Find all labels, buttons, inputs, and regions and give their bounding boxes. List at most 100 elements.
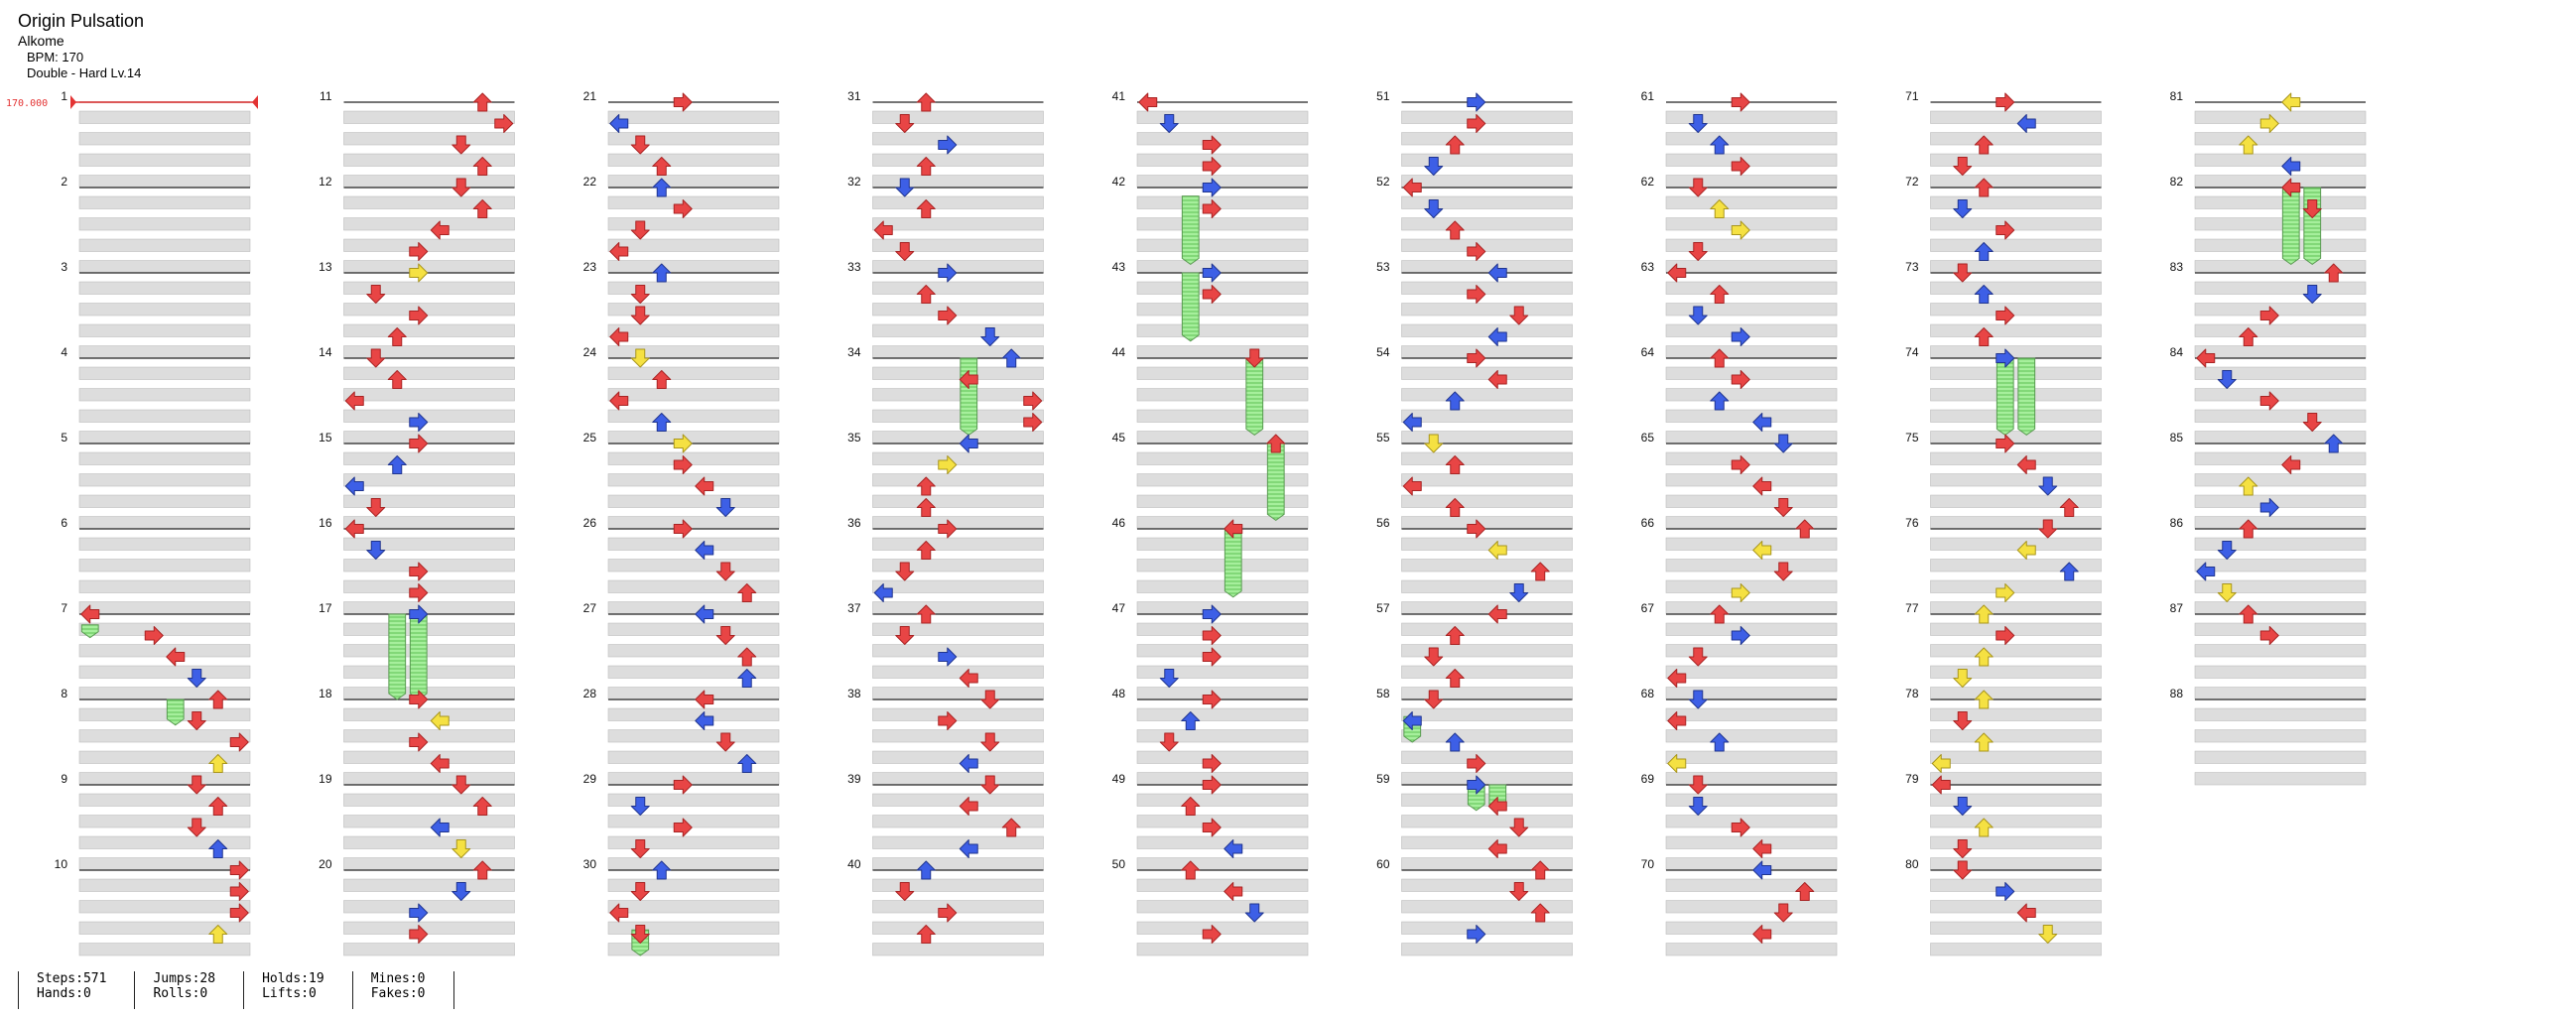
arrow-shape (1467, 242, 1486, 261)
arrow-down-icon (1424, 690, 1444, 709)
beat-shade (1401, 195, 1573, 209)
measure-number: 61 (1641, 89, 1655, 103)
arrow-right-icon (2259, 391, 2279, 411)
arrow-shape (959, 434, 978, 453)
measure-number: 83 (2170, 260, 2184, 274)
arrow-right-icon (1996, 434, 2015, 453)
beat-shade (1136, 281, 1309, 295)
arrow-shape (695, 541, 714, 560)
beat-shade (1665, 793, 1838, 807)
arrow-shape (1931, 754, 1951, 773)
measure-block (1136, 272, 1309, 359)
hold-note-icon (388, 613, 407, 700)
beat-shade (1665, 835, 1838, 849)
beat-shade (2194, 516, 2367, 530)
beat-shade (343, 687, 515, 700)
measure-labels: 1234567891011121314151617181920212223242… (55, 89, 2184, 871)
beat-shade (1930, 559, 2102, 572)
arrow-shape (2217, 541, 2237, 560)
arrow-right-icon (144, 626, 164, 645)
beat-shade (607, 772, 780, 786)
measure-number: 33 (847, 260, 861, 274)
beat-shade (343, 579, 515, 593)
measure-number: 68 (1641, 687, 1655, 700)
arrow-shape (1688, 306, 1708, 325)
measure-number: 56 (1376, 516, 1390, 530)
beat-shade (1930, 451, 2102, 465)
arrow-right-icon (673, 434, 693, 453)
beat-shade (1665, 579, 1838, 593)
arrow-shape (2281, 178, 2301, 197)
beat-shade (343, 835, 515, 849)
beat-shade (78, 260, 251, 274)
arrow-shape (1530, 562, 1550, 581)
arrow-left-icon (430, 754, 450, 773)
measure-number: 88 (2170, 687, 2184, 700)
arrow-right-icon (1202, 135, 1222, 155)
arrow-shape (1001, 348, 1021, 368)
arrow-shape (80, 604, 100, 624)
arrow-shape (1023, 413, 1043, 432)
beat-shade (1930, 260, 2102, 274)
beat-shade (607, 665, 780, 679)
arrow-up-icon (1974, 818, 1994, 837)
hold-body (2017, 357, 2036, 437)
measure-block (607, 187, 780, 274)
beat-shade (607, 431, 780, 444)
measure-number: 8 (61, 687, 67, 700)
arrow-shape (2038, 476, 2058, 496)
arrow-right-icon (938, 711, 958, 730)
arrow-up-icon (1974, 285, 1994, 304)
arrow-down-icon (1509, 583, 1529, 602)
hold-body (80, 624, 99, 639)
arrow-shape (1731, 626, 1750, 645)
arrow-right-icon (229, 903, 249, 923)
measure-block (607, 443, 780, 530)
beat-shade (1136, 238, 1309, 252)
arrow-shape (1424, 690, 1444, 709)
beat-shade (2194, 644, 2367, 658)
arrow-shape (1953, 797, 1973, 816)
arrow-left-icon (695, 604, 714, 624)
arrow-shape (2239, 604, 2258, 624)
arrow-shape (451, 882, 471, 901)
arrow-right-icon (1996, 626, 2015, 645)
beat-shade (1136, 857, 1309, 871)
arrow-left-icon (1752, 541, 1772, 560)
arrow-down-icon (1773, 903, 1793, 923)
hold-body (960, 357, 978, 437)
beat-shade (2194, 110, 2367, 124)
arrow-shape (1974, 818, 1994, 837)
arrow-left-icon (959, 797, 978, 816)
arrow-shape (695, 604, 714, 624)
measure-number: 66 (1641, 516, 1655, 530)
arrow-shape (630, 135, 650, 155)
arrow-shape (409, 732, 429, 752)
arrow-down-icon (630, 348, 650, 368)
arrow-down-icon (1953, 797, 1973, 816)
beat-shade (343, 473, 515, 487)
measure-number: 43 (1112, 260, 1126, 274)
arrow-up-icon (472, 92, 492, 112)
beat-shade (1930, 601, 2102, 615)
arrow-shape (1731, 157, 1750, 176)
beat-shade (78, 110, 251, 124)
beat-shade (1401, 815, 1573, 828)
arrow-left-icon (1487, 263, 1507, 283)
arrow-shape (673, 519, 693, 539)
arrow-down-icon (1244, 348, 1264, 368)
arrow-shape (2239, 476, 2258, 496)
hold-note-icon (1181, 272, 1200, 342)
arrow-up-icon (1445, 135, 1465, 155)
beat-shade (872, 431, 1044, 444)
measure-number: 55 (1376, 431, 1390, 444)
beat-shade (872, 409, 1044, 423)
beat-shade (1401, 110, 1573, 124)
arrow-shape (1710, 348, 1730, 368)
arrow-right-icon (409, 690, 429, 709)
arrow-right-icon (1202, 626, 1222, 645)
beat-shade (78, 665, 251, 679)
arrow-right-icon (1467, 348, 1486, 368)
stat-jumps: Jumps:28 (153, 971, 216, 986)
arrow-shape (715, 562, 735, 581)
